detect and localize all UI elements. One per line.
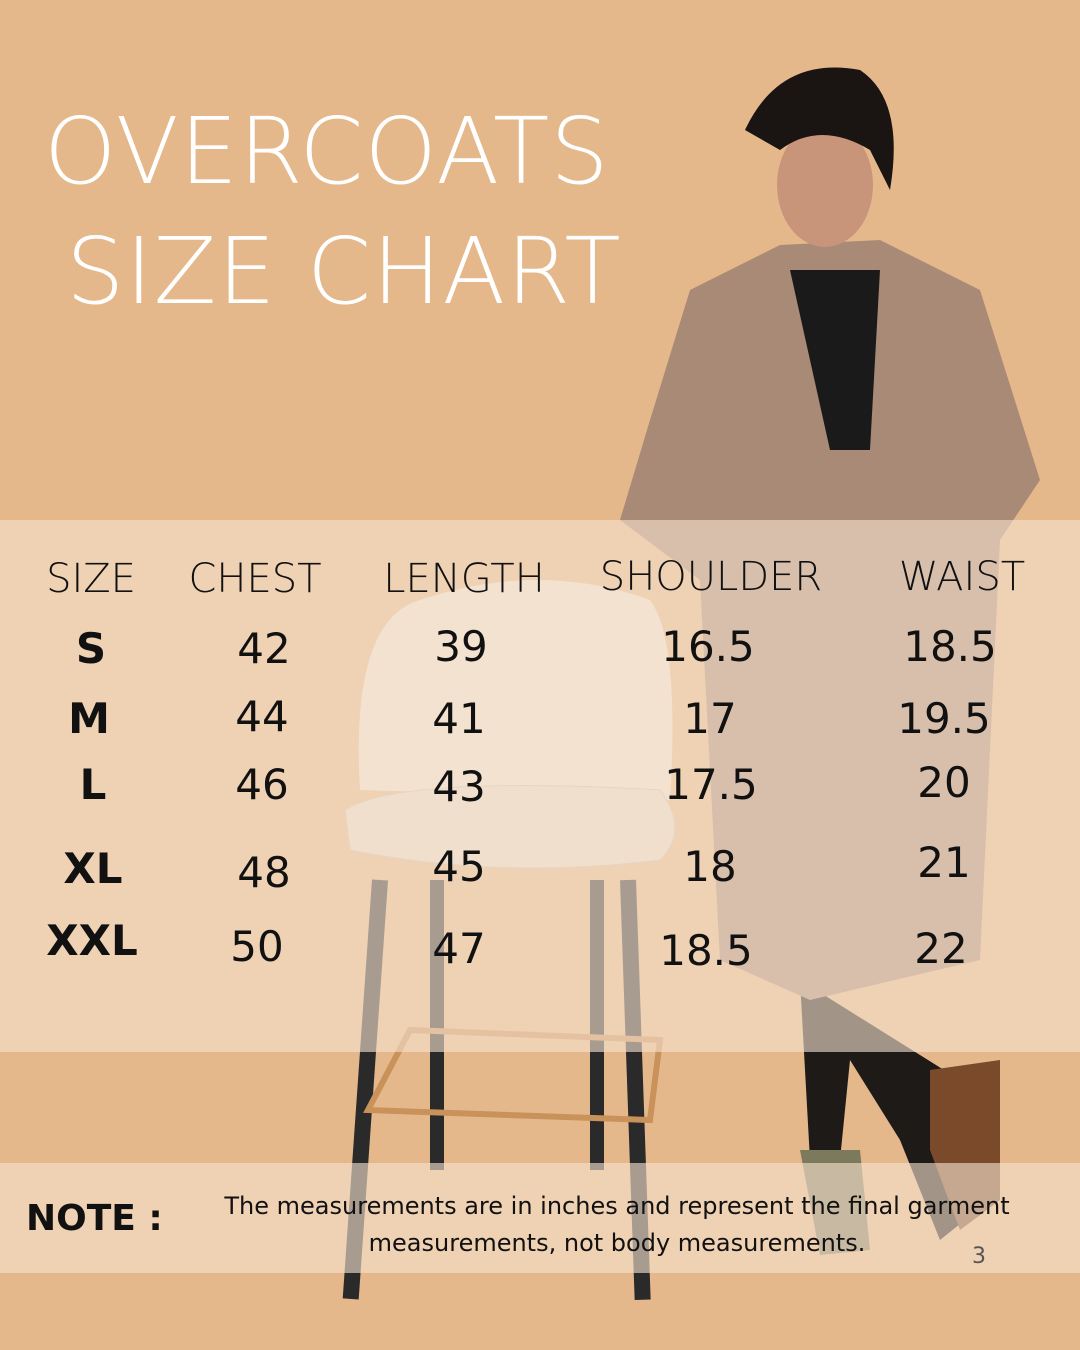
waist-xl: 21 <box>917 838 971 887</box>
waist-m: 19.5 <box>897 694 991 743</box>
title-line-1: OVERCOATS <box>44 98 610 205</box>
waist-xxl: 22 <box>914 924 968 973</box>
size-xxl: XXL <box>46 916 138 965</box>
length-m: 41 <box>432 694 486 743</box>
size-table-panel <box>0 520 1080 1052</box>
title-line-2: SIZE CHART <box>66 218 622 325</box>
shoulder-l: 17.5 <box>664 760 758 809</box>
shoulder-m: 17 <box>683 694 737 743</box>
header-chest: CHEST <box>188 556 322 602</box>
length-xl: 45 <box>432 842 486 891</box>
shoulder-xxl: 18.5 <box>659 926 753 975</box>
shoulder-s: 16.5 <box>661 622 755 671</box>
header-length: LENGTH <box>383 556 545 602</box>
size-l: L <box>79 760 107 809</box>
chest-s: 42 <box>237 624 291 673</box>
size-xl: XL <box>63 844 123 893</box>
size-m: M <box>68 694 110 743</box>
header-shoulder: SHOULDER <box>599 554 823 600</box>
note-label: NOTE : <box>26 1198 163 1239</box>
chest-m: 44 <box>235 692 289 741</box>
length-l: 43 <box>432 762 486 811</box>
chest-xxl: 50 <box>230 922 284 971</box>
size-s: S <box>75 624 107 673</box>
note-panel <box>0 1163 1080 1273</box>
header-size: SIZE <box>46 556 136 602</box>
shoulder-xl: 18 <box>683 842 737 891</box>
waist-l: 20 <box>917 758 971 807</box>
page-number: 3 <box>972 1244 986 1269</box>
note-text: The measurements are in inches and repre… <box>224 1192 1010 1257</box>
header-waist: WAIST <box>898 554 1026 600</box>
chest-xl: 48 <box>237 848 291 897</box>
chest-l: 46 <box>235 760 289 809</box>
length-xxl: 47 <box>432 924 486 973</box>
length-s: 39 <box>434 622 488 671</box>
waist-s: 18.5 <box>903 622 997 671</box>
